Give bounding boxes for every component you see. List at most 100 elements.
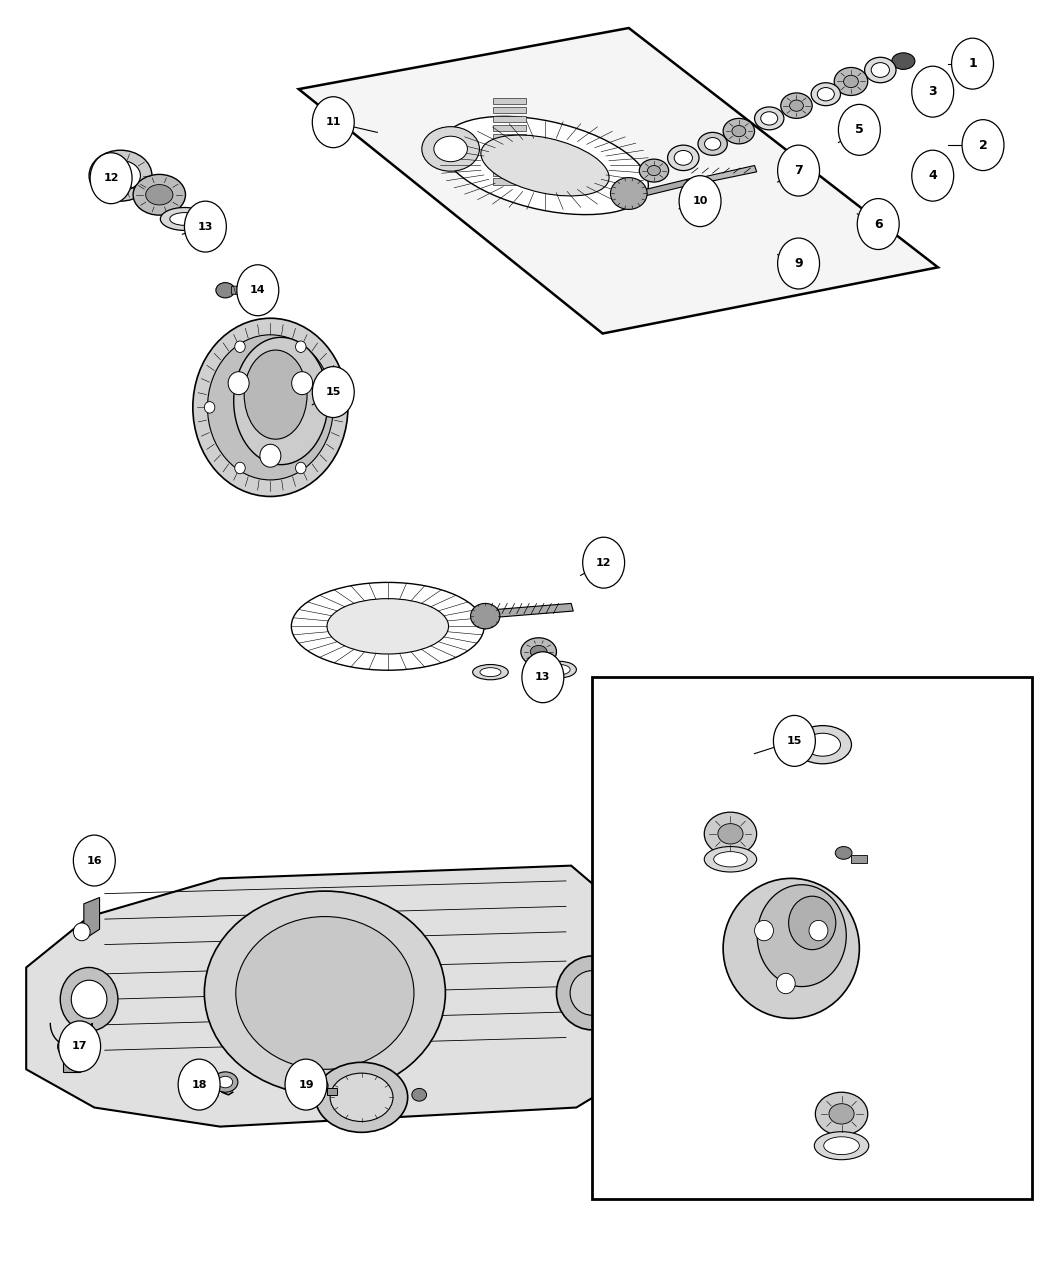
Ellipse shape bbox=[213, 1072, 238, 1092]
Ellipse shape bbox=[236, 917, 414, 1069]
Text: 1: 1 bbox=[968, 57, 977, 70]
Ellipse shape bbox=[648, 165, 660, 176]
Ellipse shape bbox=[718, 824, 743, 844]
Ellipse shape bbox=[193, 318, 348, 496]
Ellipse shape bbox=[296, 462, 306, 474]
Ellipse shape bbox=[291, 583, 484, 671]
Text: 13: 13 bbox=[536, 672, 550, 682]
Ellipse shape bbox=[291, 372, 312, 395]
Text: 15: 15 bbox=[787, 736, 802, 746]
Text: 12: 12 bbox=[104, 173, 118, 183]
Text: 11: 11 bbox=[326, 117, 341, 127]
Ellipse shape bbox=[315, 1062, 408, 1133]
Text: 13: 13 bbox=[198, 222, 213, 232]
Circle shape bbox=[912, 66, 954, 117]
Ellipse shape bbox=[811, 83, 840, 106]
Ellipse shape bbox=[471, 603, 500, 629]
Ellipse shape bbox=[549, 665, 570, 675]
Ellipse shape bbox=[530, 645, 547, 658]
Ellipse shape bbox=[58, 1036, 77, 1057]
Ellipse shape bbox=[170, 213, 199, 225]
Ellipse shape bbox=[412, 1088, 427, 1101]
Polygon shape bbox=[327, 1088, 337, 1095]
Circle shape bbox=[773, 715, 815, 766]
Ellipse shape bbox=[757, 885, 847, 987]
Ellipse shape bbox=[133, 174, 185, 215]
Circle shape bbox=[178, 1059, 220, 1110]
Ellipse shape bbox=[89, 150, 152, 201]
Circle shape bbox=[912, 150, 954, 201]
Circle shape bbox=[583, 537, 625, 588]
Ellipse shape bbox=[556, 956, 628, 1030]
Circle shape bbox=[285, 1059, 327, 1110]
Ellipse shape bbox=[781, 93, 812, 118]
Ellipse shape bbox=[674, 150, 693, 165]
Ellipse shape bbox=[160, 207, 209, 230]
Ellipse shape bbox=[698, 132, 727, 155]
Ellipse shape bbox=[204, 402, 215, 414]
Ellipse shape bbox=[794, 726, 852, 764]
Ellipse shape bbox=[330, 1073, 393, 1122]
Polygon shape bbox=[26, 866, 629, 1127]
Text: 14: 14 bbox=[250, 285, 265, 295]
Circle shape bbox=[857, 199, 899, 250]
Ellipse shape bbox=[71, 980, 107, 1018]
Text: 10: 10 bbox=[693, 196, 707, 206]
Ellipse shape bbox=[204, 891, 445, 1095]
Text: 12: 12 bbox=[596, 558, 611, 568]
Ellipse shape bbox=[481, 135, 609, 196]
Ellipse shape bbox=[73, 923, 90, 941]
Polygon shape bbox=[232, 285, 248, 295]
Ellipse shape bbox=[228, 372, 249, 395]
Ellipse shape bbox=[777, 974, 795, 994]
Ellipse shape bbox=[844, 75, 858, 88]
Ellipse shape bbox=[789, 101, 804, 111]
Circle shape bbox=[522, 652, 564, 703]
Ellipse shape bbox=[668, 145, 699, 171]
Circle shape bbox=[679, 176, 721, 227]
Bar bbox=[493, 178, 526, 185]
Ellipse shape bbox=[865, 57, 896, 83]
Ellipse shape bbox=[892, 53, 915, 70]
Text: 17: 17 bbox=[72, 1041, 87, 1051]
Ellipse shape bbox=[761, 112, 778, 125]
Polygon shape bbox=[84, 897, 100, 939]
Polygon shape bbox=[477, 603, 573, 619]
Ellipse shape bbox=[434, 136, 467, 162]
Ellipse shape bbox=[815, 1092, 868, 1136]
Bar bbox=[493, 107, 526, 113]
Polygon shape bbox=[299, 28, 938, 334]
Ellipse shape bbox=[704, 847, 757, 872]
Circle shape bbox=[59, 1021, 101, 1072]
Ellipse shape bbox=[723, 878, 859, 1018]
Text: 9: 9 bbox=[794, 257, 803, 270]
Ellipse shape bbox=[755, 107, 784, 130]
Text: 6: 6 bbox=[874, 218, 882, 230]
Ellipse shape bbox=[208, 335, 333, 480]
Text: 3: 3 bbox=[929, 85, 937, 98]
Ellipse shape bbox=[307, 1077, 328, 1095]
Bar bbox=[493, 160, 526, 167]
Ellipse shape bbox=[610, 178, 647, 210]
Bar bbox=[493, 143, 526, 149]
Text: 5: 5 bbox=[855, 123, 864, 136]
Ellipse shape bbox=[824, 1137, 859, 1155]
Ellipse shape bbox=[146, 185, 173, 205]
Ellipse shape bbox=[521, 638, 556, 666]
Bar bbox=[493, 125, 526, 131]
Ellipse shape bbox=[543, 662, 576, 679]
Text: 19: 19 bbox=[299, 1080, 313, 1090]
Circle shape bbox=[962, 120, 1004, 171]
Circle shape bbox=[90, 153, 132, 204]
Ellipse shape bbox=[755, 920, 773, 941]
Ellipse shape bbox=[101, 160, 140, 191]
Bar bbox=[493, 134, 526, 140]
Ellipse shape bbox=[473, 665, 508, 680]
Ellipse shape bbox=[809, 920, 828, 941]
Circle shape bbox=[312, 367, 354, 418]
Ellipse shape bbox=[704, 137, 721, 150]
Polygon shape bbox=[63, 1059, 80, 1072]
Bar bbox=[493, 151, 526, 158]
Ellipse shape bbox=[788, 896, 836, 950]
Ellipse shape bbox=[421, 127, 479, 172]
